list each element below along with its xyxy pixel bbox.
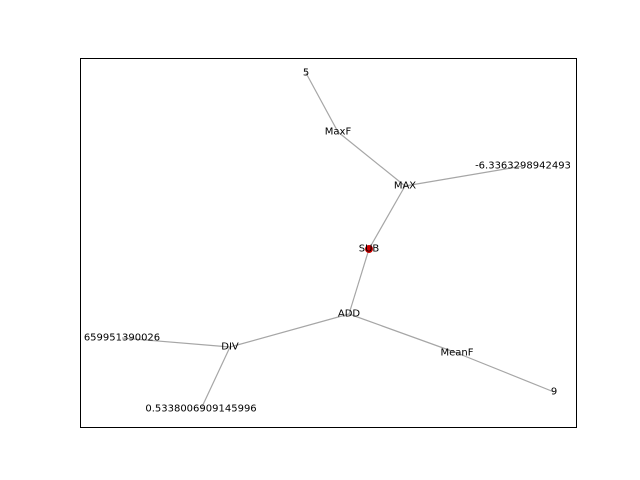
edge-sub-max: [368, 185, 406, 250]
edge-max-neg: [404, 165, 524, 187]
plot-frame: [80, 58, 577, 428]
node-label-neg: -6.3363298942493: [475, 161, 571, 172]
node-label-maxf: MaxF: [325, 127, 352, 138]
edge-max-maxf: [337, 131, 406, 187]
node-label-meanf: MeanF: [441, 348, 474, 359]
edge-div-half: [200, 346, 231, 410]
edge-add-div: [229, 313, 350, 348]
root-node-marker: [365, 245, 373, 253]
node-label-five: 5: [303, 68, 309, 79]
node-layer: SUB MAX MaxF 5 -6.3363298942493 ADD DIV 6599513…: [84, 68, 571, 415]
node-label-nine: 9: [551, 387, 557, 398]
edge-sub-add: [348, 248, 370, 315]
edge-meanf-nine: [456, 352, 555, 393]
node-label-left: 659951390026: [84, 333, 160, 344]
node-label-sub: SUB: [359, 244, 380, 255]
edge-add-meanf: [348, 313, 458, 354]
node-label-max: MAX: [394, 181, 416, 192]
node-label-add: ADD: [338, 309, 361, 320]
edge-layer: [121, 72, 555, 410]
node-label-div: DIV: [221, 342, 239, 353]
edge-div-left: [121, 337, 231, 348]
edge-maxf-five: [305, 72, 339, 133]
node-label-half: 0.5338006909145996: [145, 404, 256, 415]
